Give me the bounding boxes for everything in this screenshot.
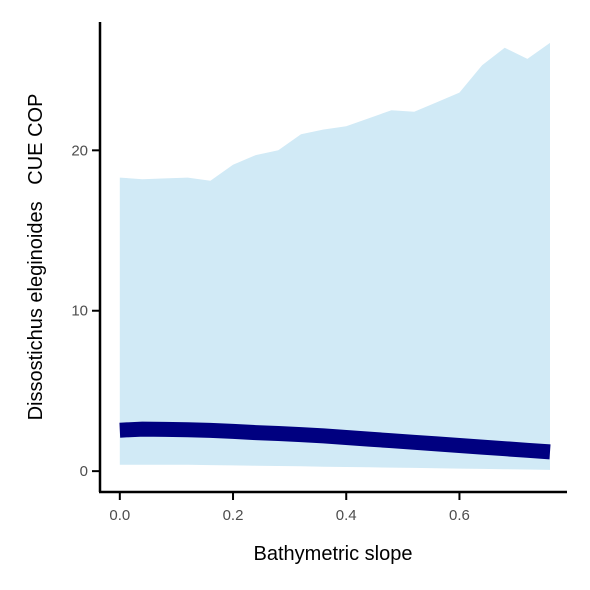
x-tick-label: 0.4: [336, 507, 357, 524]
x-tick-label: 0.6: [449, 507, 470, 524]
y-axis-ticks: 0 10 20: [71, 142, 100, 480]
plot-area: [119, 42, 551, 470]
y-axis-title: Dissostichus eleginoides CUE COP: [25, 94, 47, 421]
x-axis-title: Bathymetric slope: [254, 543, 413, 565]
x-tick-label: 0.0: [109, 507, 130, 524]
y-tick-label: 10: [71, 303, 88, 320]
y-tick-label: 0: [80, 463, 88, 480]
confidence-ribbon: [119, 42, 551, 470]
x-axis-ticks: 0.0 0.2 0.4 0.6: [109, 492, 470, 524]
x-tick-label: 0.2: [223, 507, 244, 524]
y-tick-label: 20: [71, 142, 88, 159]
mean-line: [119, 421, 551, 460]
